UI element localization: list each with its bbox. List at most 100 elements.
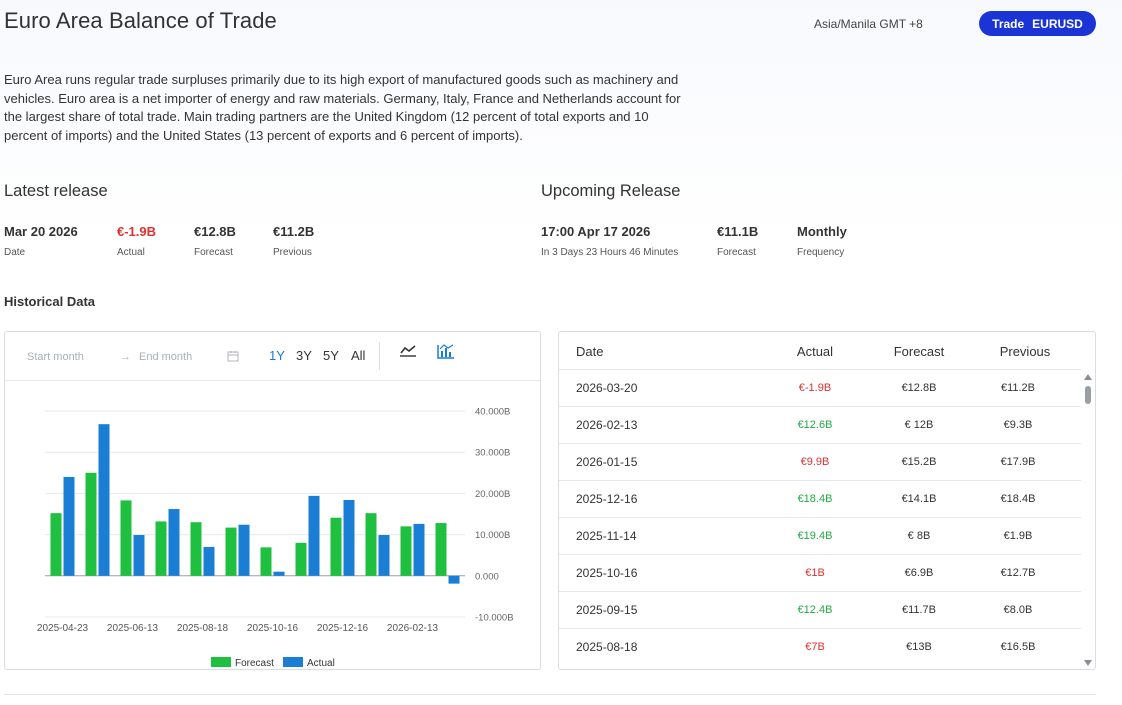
table-scrollbar[interactable] <box>1081 370 1095 669</box>
table-header-previous: Previous <box>999 344 1051 359</box>
row-date: 2025-09-15 <box>576 603 638 617</box>
actual-bar <box>168 509 180 576</box>
actual-bar <box>343 499 355 576</box>
forecast-bar <box>295 542 307 576</box>
x-tick-label: 2025-04-23 <box>37 623 89 634</box>
y-tick-label: -10.000B <box>475 613 514 624</box>
latest-actual: €-1.9B <box>117 224 157 239</box>
chart-toolbar: Start month → End month 1Y 3Y 5Y All <box>5 332 540 381</box>
row-forecast: €12.8B <box>901 382 937 394</box>
historical-table: Date Actual Forecast Previous 2026-03-20… <box>558 331 1096 670</box>
y-tick-label: 10.000B <box>475 530 510 541</box>
end-month-input[interactable]: End month <box>139 351 193 363</box>
trade-label: Trade <box>992 16 1025 31</box>
start-month-input[interactable]: Start month <box>27 351 84 363</box>
table-row: 2026-03-20 €-1.9B €12.8B €11.2B <box>559 369 1081 407</box>
row-previous: €12.7B <box>1000 567 1036 579</box>
table-row: 2025-12-16 €18.4B €14.1B €18.4B <box>559 480 1081 518</box>
row-forecast: €14.1B <box>901 493 937 505</box>
range-all-button[interactable]: All <box>351 348 366 363</box>
actual-bar <box>378 535 390 576</box>
forecast-bar <box>400 526 412 576</box>
y-tick-label: 0.000 <box>475 571 499 582</box>
bottom-divider <box>4 694 1096 695</box>
row-forecast: €13B <box>906 641 932 653</box>
actual-bar <box>203 546 215 576</box>
latest-actual-label: Actual <box>117 247 145 258</box>
row-date: 2025-08-18 <box>576 640 638 654</box>
row-actual: €7B <box>805 641 825 653</box>
row-date: 2026-01-15 <box>576 455 638 469</box>
row-date: 2025-10-16 <box>576 566 638 580</box>
actual-bar <box>98 424 110 576</box>
row-forecast: €11.7B <box>901 604 937 616</box>
x-tick-label: 2025-12-16 <box>317 623 369 634</box>
latest-previous: €11.2B <box>273 224 315 239</box>
toolbar-divider <box>379 342 380 370</box>
legend-swatch-actual <box>283 657 303 667</box>
calendar-icon[interactable] <box>227 349 239 367</box>
latest-date-label: Date <box>4 247 26 258</box>
row-actual: €12.6B <box>797 419 833 431</box>
row-actual: €-1.9B <box>798 382 832 394</box>
forecast-bar <box>435 523 447 576</box>
row-actual: €18.4B <box>797 493 833 505</box>
row-previous: €9.3B <box>1003 419 1033 431</box>
legend-swatch-forecast <box>211 657 231 667</box>
upcoming-forecast: €11.1B <box>717 224 759 239</box>
forecast-bar <box>260 547 272 576</box>
y-tick-label: 30.000B <box>475 448 510 459</box>
row-forecast: € 8B <box>907 530 931 542</box>
upcoming-countdown: In 3 Days 23 Hours 46 Minutes <box>541 247 679 258</box>
row-previous: €1.9B <box>1003 530 1033 542</box>
row-date: 2026-03-20 <box>576 381 638 395</box>
upcoming-frequency-label: Frequency <box>797 247 845 258</box>
forecast-bar <box>120 500 132 576</box>
line-chart-icon[interactable] <box>399 344 417 363</box>
page-title: Euro Area Balance of Trade <box>4 8 277 33</box>
row-date: 2026-02-13 <box>576 418 638 432</box>
range-3y-button[interactable]: 3Y <box>296 348 312 363</box>
upcoming-release-heading: Upcoming Release <box>541 182 681 200</box>
actual-bar <box>63 476 75 576</box>
x-tick-label: 2026-02-13 <box>387 623 439 634</box>
upcoming-frequency: Monthly <box>797 224 847 239</box>
latest-previous-label: Previous <box>273 247 312 258</box>
table-row: 2025-09-15 €12.4B €11.7B €8.0B <box>559 591 1081 629</box>
actual-bar <box>308 495 320 576</box>
row-forecast: €6.9B <box>904 567 934 579</box>
latest-forecast-label: Forecast <box>194 247 233 258</box>
arrow-right-icon: → <box>120 351 131 363</box>
description-text: Euro Area runs regular trade surpluses p… <box>4 72 681 144</box>
forecast-bar <box>85 472 97 576</box>
row-forecast: € 12B <box>904 419 934 431</box>
row-previous: €17.9B <box>1000 456 1036 468</box>
forecast-bar <box>190 522 202 576</box>
trade-eurusd-button[interactable]: Trade EURUSD <box>979 11 1096 36</box>
actual-bar <box>273 571 285 576</box>
row-previous: €8.0B <box>1003 604 1033 616</box>
table-header-actual: Actual <box>796 344 834 359</box>
legend-label-actual: Actual <box>307 658 335 669</box>
trade-symbol: EURUSD <box>1032 16 1083 31</box>
forecast-bar <box>330 517 342 576</box>
table-row: 2025-08-18 €7B €13B €16.5B <box>559 628 1081 666</box>
latest-forecast: €12.8B <box>194 224 236 239</box>
range-5y-button[interactable]: 5Y <box>323 348 339 363</box>
bar-chart-icon[interactable] <box>436 342 456 365</box>
x-tick-label: 2025-06-13 <box>107 623 159 634</box>
row-date: 2025-12-16 <box>576 492 638 506</box>
timezone-label[interactable]: Asia/Manila GMT +8 <box>814 17 923 31</box>
forecast-bar <box>50 513 62 576</box>
row-actual: €12.4B <box>797 604 833 616</box>
row-previous: €11.2B <box>1000 382 1036 394</box>
y-tick-label: 40.000B <box>475 407 510 418</box>
chart-panel: Start month → End month 1Y 3Y 5Y All 40.… <box>4 331 541 670</box>
actual-bar <box>133 535 145 576</box>
table-row: 2025-11-14 €19.4B € 8B €1.9B <box>559 517 1081 555</box>
actual-bar <box>238 524 250 576</box>
trade-balance-chart: 40.000B 30.000B 20.000B 10.000B 0.000 -10.000… <box>37 407 514 670</box>
range-1y-button[interactable]: 1Y <box>269 348 285 363</box>
actual-bar <box>448 575 460 584</box>
y-tick-label: 20.000B <box>475 489 510 500</box>
